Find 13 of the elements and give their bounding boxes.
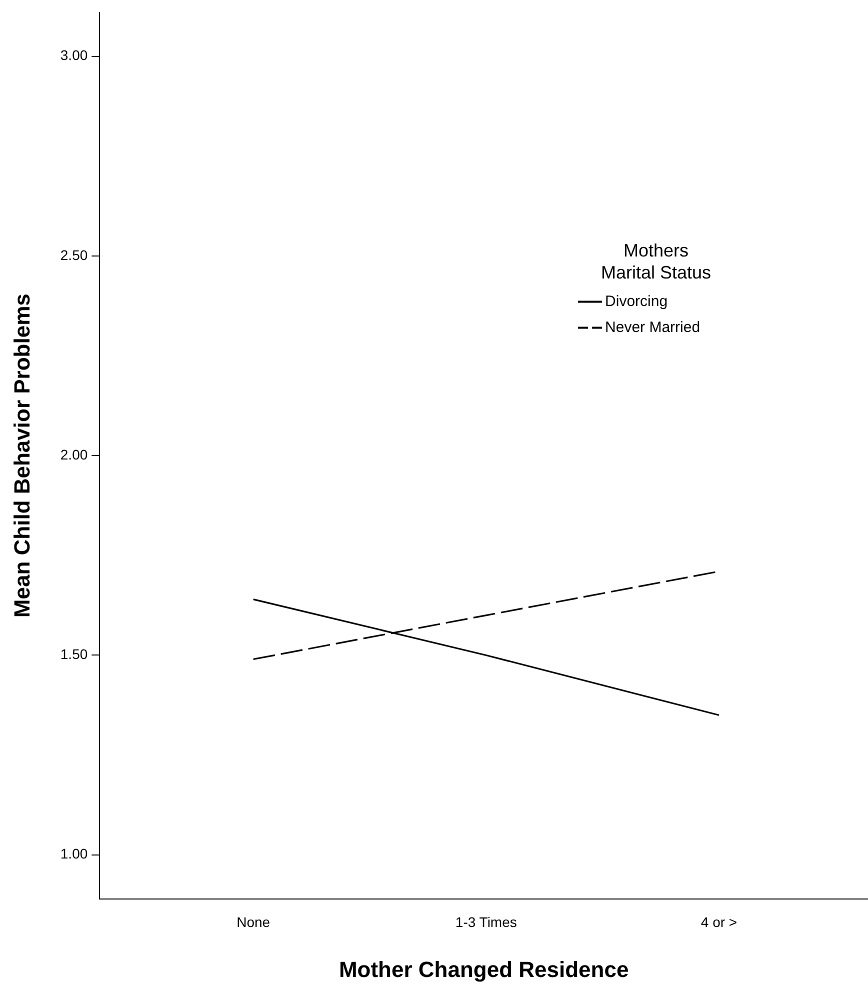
y-tick-label: 2.00 [60, 446, 88, 462]
x-tick-label: 4 or > [700, 914, 738, 930]
y-axis-title: Mean Child Behavior Problems [9, 294, 34, 618]
x-axis-title: Mother Changed Residence [338, 956, 629, 982]
legend-label: Divorcing [605, 292, 668, 310]
legend-title: Mothers Marital Status [601, 240, 712, 283]
legend-label: Never Married [605, 318, 700, 336]
y-tick-label: 3.00 [60, 47, 88, 64]
x-tick-label: 1-3 Times [455, 914, 517, 930]
y-tick-label: 1.50 [60, 646, 88, 662]
y-tick-label: 2.50 [60, 246, 88, 263]
x-tick-label: None [236, 914, 270, 930]
y-tick-label: 1.00 [60, 846, 88, 862]
